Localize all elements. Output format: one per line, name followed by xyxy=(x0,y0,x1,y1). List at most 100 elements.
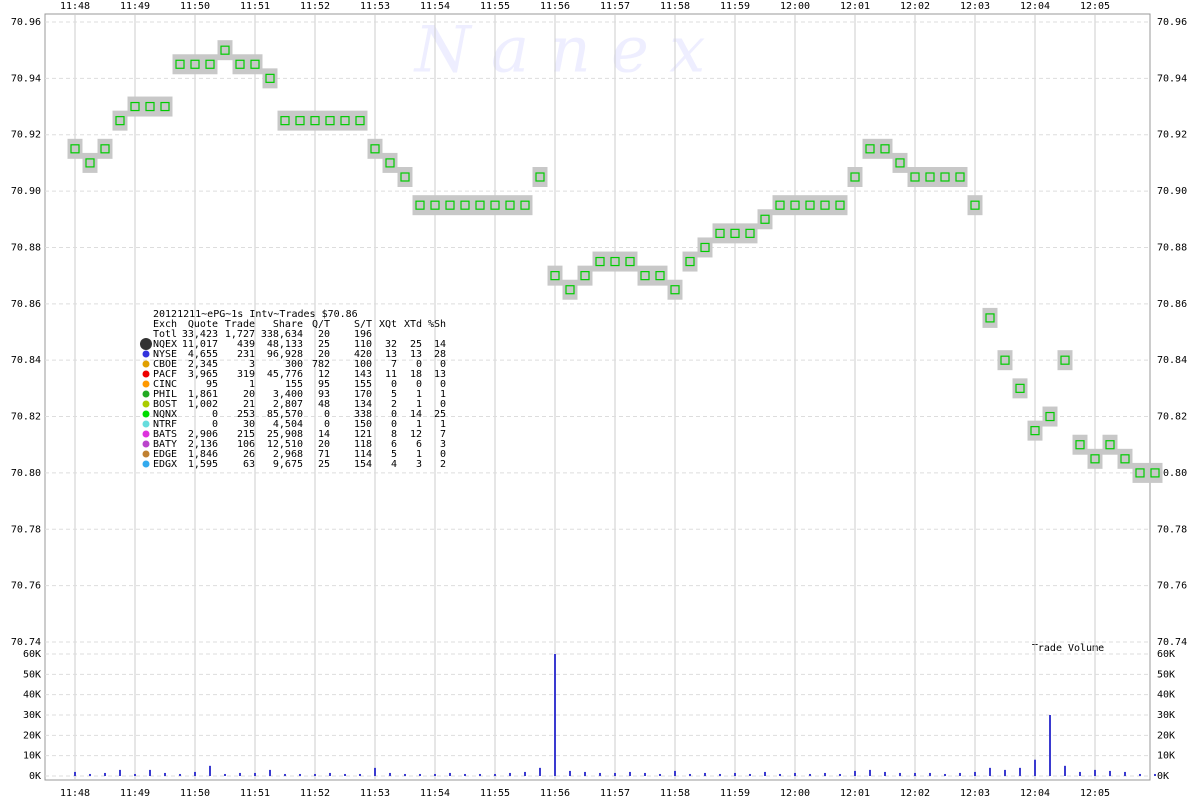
quote-band xyxy=(787,195,803,216)
table-cell: 3,400 xyxy=(273,389,303,400)
trade-marker xyxy=(535,172,545,182)
quote-band xyxy=(997,350,1013,371)
y-tick-label: 70.76 xyxy=(1157,581,1187,592)
quote-band xyxy=(112,110,128,131)
quote-band xyxy=(1072,434,1088,455)
trade-marker xyxy=(145,101,155,112)
table-cell: 8 xyxy=(391,429,397,440)
legend-dot xyxy=(142,390,150,398)
quote-band xyxy=(862,138,878,159)
table-cell: 13 xyxy=(434,369,446,380)
trade-marker xyxy=(670,285,680,295)
y-tick-label: 70.92 xyxy=(11,130,41,141)
table-cell: 26 xyxy=(243,449,255,460)
x-tick-label: 11:57 xyxy=(600,788,630,799)
table-cell: 4,504 xyxy=(273,419,303,430)
trade-marker xyxy=(715,228,725,238)
table-cell: 1 xyxy=(440,389,446,400)
table-cell: CINC xyxy=(153,379,177,390)
y-tick-label: 70.80 xyxy=(1157,468,1187,479)
trade-marker xyxy=(1000,355,1010,365)
quote-band xyxy=(67,138,83,159)
y-tick-label: 0K xyxy=(29,771,41,782)
trade-marker xyxy=(130,101,140,112)
trade-marker xyxy=(280,116,290,126)
trade-marker xyxy=(745,228,755,238)
x-tick-label: 11:53 xyxy=(360,1,390,12)
trade-marker xyxy=(595,256,605,267)
volume-bar xyxy=(554,654,556,776)
volume-bar xyxy=(809,773,811,776)
table-cell: 2,906 xyxy=(188,429,218,440)
volume-bar xyxy=(719,773,721,776)
table-cell: 100 xyxy=(354,359,372,370)
table-cell: 14 xyxy=(410,409,422,420)
quote-band xyxy=(172,54,188,75)
y-tick-label: 0K xyxy=(1157,771,1169,782)
table-cell: NYSE xyxy=(153,349,177,360)
x-tick-label: 11:52 xyxy=(300,1,330,12)
volume-bar xyxy=(134,773,136,776)
table-cell: 2,968 xyxy=(273,449,303,460)
quote-band xyxy=(832,195,848,216)
y-tick-label: 70.86 xyxy=(1157,299,1187,310)
table-header: Exch xyxy=(153,319,177,330)
table-cell: 25,908 xyxy=(267,429,303,440)
y-tick-label: 30K xyxy=(1157,710,1175,721)
table-cell: 3 xyxy=(440,439,446,450)
trade-marker xyxy=(475,200,485,210)
quote-band xyxy=(982,307,998,328)
quote-band xyxy=(517,195,533,216)
trade-marker xyxy=(205,59,215,69)
volume-bar xyxy=(749,773,751,776)
table-cell: 782 xyxy=(312,359,330,370)
volume-bar xyxy=(269,769,271,776)
trade-marker xyxy=(1135,468,1145,478)
volume-bar xyxy=(1019,767,1021,776)
volume-bar xyxy=(824,772,826,776)
trade-marker xyxy=(295,116,305,126)
volume-bar xyxy=(1064,765,1066,776)
y-tick-label: 10K xyxy=(23,751,41,762)
table-cell: 0 xyxy=(391,419,397,430)
table-cell: 0 xyxy=(416,379,422,390)
table-cell: 155 xyxy=(354,379,372,390)
trade-marker xyxy=(940,172,950,182)
quote-band xyxy=(217,40,233,61)
table-cell: 2,807 xyxy=(273,399,303,410)
legend-dot xyxy=(142,450,150,458)
x-tick-label: 12:05 xyxy=(1080,788,1110,799)
quote-band xyxy=(877,138,893,159)
quote-band xyxy=(1147,462,1163,483)
trade-marker xyxy=(1030,426,1040,436)
quote-band xyxy=(1102,434,1118,455)
volume-bar xyxy=(1079,771,1081,776)
table-cell: 338 xyxy=(354,409,372,420)
quote-band xyxy=(907,167,923,187)
table-cell: 0 xyxy=(212,409,218,420)
volume-bar xyxy=(959,772,961,776)
volume-bar xyxy=(704,772,706,776)
table-cell: 2,345 xyxy=(188,359,218,370)
volume-bar xyxy=(299,773,301,776)
table-cell: 3 xyxy=(416,459,422,470)
volume-bar xyxy=(314,773,316,776)
quote-band xyxy=(187,54,203,75)
x-tick-label: 11:54 xyxy=(420,788,450,799)
trade-marker xyxy=(70,144,80,154)
table-cell: 9,675 xyxy=(273,459,303,470)
y-tick-label: 70.84 xyxy=(1157,355,1187,366)
table-cell: 2 xyxy=(391,399,397,410)
table-cell: 154 xyxy=(354,459,372,470)
table-cell: 95 xyxy=(206,379,218,390)
volume-bar xyxy=(419,773,421,776)
table-cell: 1,861 xyxy=(188,389,218,400)
table-cell: 11,017 xyxy=(182,339,218,350)
trade-marker xyxy=(520,200,530,210)
trade-marker xyxy=(310,116,320,126)
table-cell: 5 xyxy=(391,389,397,400)
legend-dot xyxy=(142,440,150,448)
table-header: %Sh xyxy=(428,319,446,330)
table-header: XTd xyxy=(404,319,422,330)
watermark: N a n e x xyxy=(413,14,706,88)
